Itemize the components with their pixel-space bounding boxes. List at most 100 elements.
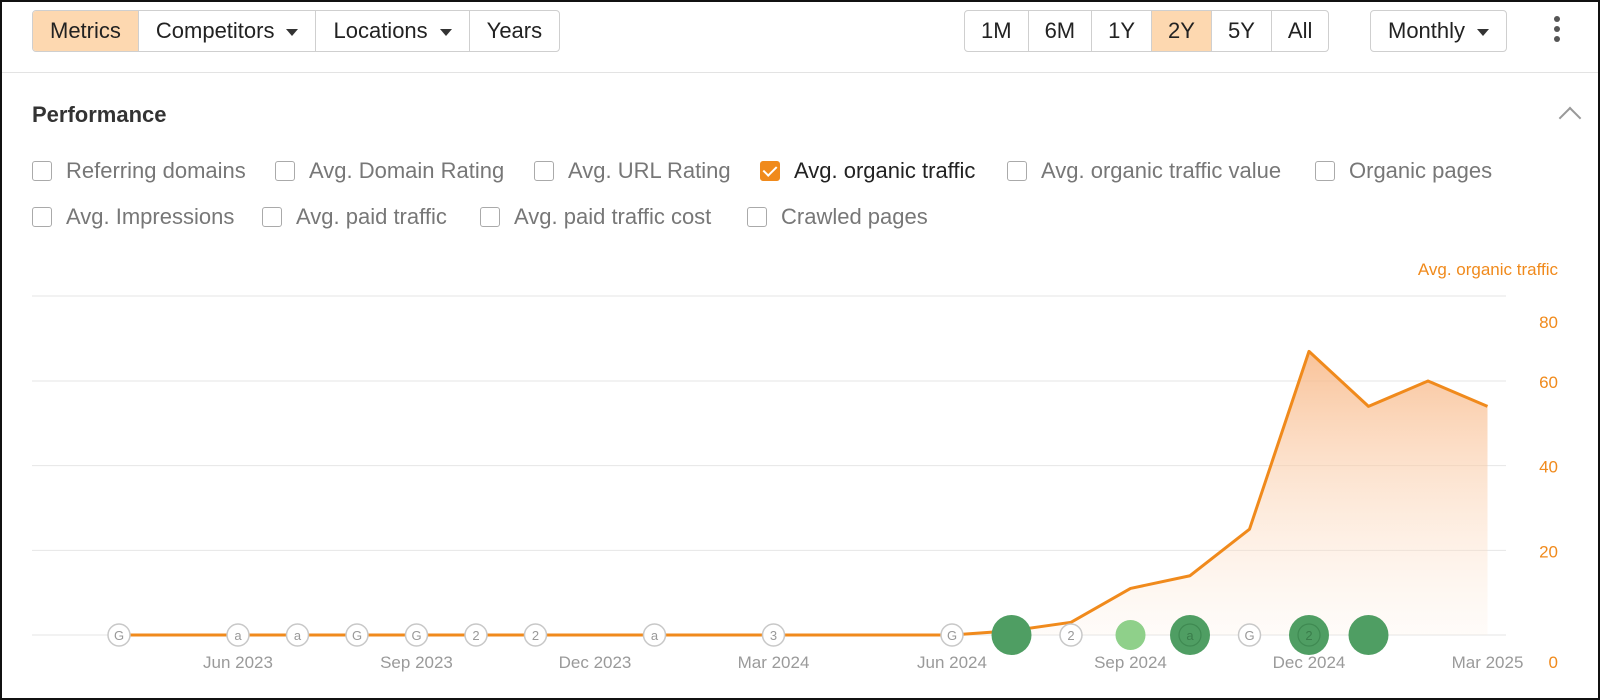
checkbox-icon[interactable] xyxy=(480,207,500,227)
checkbox-icon[interactable] xyxy=(32,207,52,227)
metrics-label: Metrics xyxy=(50,18,121,43)
section-title: Performance xyxy=(32,102,167,127)
event-marker xyxy=(1178,623,1202,647)
interval-group: Monthly xyxy=(1370,10,1508,52)
range-all-button[interactable]: All xyxy=(1270,11,1328,51)
event-marker-label: a xyxy=(234,628,242,643)
event-marker-label: G xyxy=(411,628,421,643)
update-dot xyxy=(991,615,1032,655)
metric-label: Avg. paid traffic cost xyxy=(514,204,712,229)
event-marker xyxy=(523,623,548,647)
y-tick-label: 80 xyxy=(1539,313,1558,332)
update-dot xyxy=(1289,615,1329,655)
event-marker-label: G xyxy=(114,628,124,643)
event-marker-label: 2 xyxy=(1305,628,1312,643)
event-marker-label: a xyxy=(651,628,659,643)
metric-avg-organic-traffic-value-checkbox[interactable]: Avg. organic traffic value xyxy=(1007,158,1281,184)
metric-label: Avg. organic traffic value xyxy=(1041,158,1282,183)
interval-label: Monthly xyxy=(1388,18,1466,43)
metric-crawled-pages-checkbox[interactable]: Crawled pages xyxy=(747,204,928,230)
event-marker xyxy=(107,623,131,647)
metric-avg-paid-traffic-cost-checkbox[interactable]: Avg. paid traffic cost xyxy=(480,204,711,230)
y-tick-label: 40 xyxy=(1539,458,1558,477)
event-marker-label: 2 xyxy=(472,628,479,643)
traffic-area xyxy=(119,351,1488,635)
metric-label: Avg. URL Rating xyxy=(568,158,731,183)
metric-referring-domains-checkbox[interactable]: Referring domains xyxy=(32,158,246,184)
metrics-button[interactable]: Metrics xyxy=(33,11,138,51)
metric-avg-impressions-checkbox[interactable]: Avg. Impressions xyxy=(32,204,234,230)
metric-label: Avg. Impressions xyxy=(66,204,235,229)
range-6m-button[interactable]: 6M xyxy=(1027,11,1092,51)
x-tick-label: Dec 2023 xyxy=(559,653,632,672)
checkbox-icon[interactable] xyxy=(275,161,295,181)
checkbox-icon[interactable] xyxy=(747,207,767,227)
update-dot xyxy=(1115,620,1146,650)
y-axis-title: Avg. organic traffic xyxy=(1417,260,1558,279)
event-marker xyxy=(404,623,429,647)
checkbox-icon[interactable] xyxy=(1315,161,1335,181)
event-marker xyxy=(226,623,250,647)
event-marker xyxy=(940,623,964,647)
update-dot xyxy=(1170,615,1210,655)
date-range-group: 1M 6M 1Y 2Y 5Y All xyxy=(964,10,1330,52)
y-tick-label: 0 xyxy=(1549,653,1558,672)
checkbox-icon[interactable] xyxy=(1007,161,1027,181)
event-marker xyxy=(1237,623,1262,647)
event-marker xyxy=(761,623,786,647)
metric-label: Avg. paid traffic xyxy=(296,204,447,229)
checkbox-icon[interactable] xyxy=(32,161,52,181)
metric-avg-organic-traffic-checkbox[interactable]: Avg. organic traffic xyxy=(760,158,975,184)
interval-dropdown[interactable]: Monthly xyxy=(1371,11,1506,51)
competitors-button[interactable]: Competitors xyxy=(137,11,316,51)
x-tick-label: Jun 2023 xyxy=(203,653,273,672)
locations-label: Locations xyxy=(333,18,428,43)
event-marker-label: a xyxy=(1186,628,1194,643)
metric-label: Referring domains xyxy=(66,158,246,183)
checkbox-icon[interactable] xyxy=(262,207,282,227)
metric-label: Avg. organic traffic xyxy=(794,158,976,183)
view-filter-group: Metrics Competitors Locations Years xyxy=(32,10,561,52)
event-marker-label: G xyxy=(352,628,362,643)
years-label: Years xyxy=(486,18,543,43)
event-marker-label: 3 xyxy=(770,628,777,643)
checkbox-checked-icon[interactable] xyxy=(760,161,780,181)
event-marker xyxy=(285,623,310,647)
metric-label: Avg. Domain Rating xyxy=(309,158,505,183)
chevron-down-icon xyxy=(1477,29,1490,36)
metric-label: Crawled pages xyxy=(781,204,928,229)
event-marker-label: G xyxy=(947,628,957,643)
event-marker-label: a xyxy=(294,628,302,643)
x-tick-label: Sep 2023 xyxy=(380,653,453,672)
event-marker xyxy=(642,623,667,647)
chevron-down-icon xyxy=(286,29,299,36)
y-tick-label: 60 xyxy=(1539,373,1558,392)
event-marker-label: 2 xyxy=(532,628,539,643)
x-tick-label: Sep 2024 xyxy=(1094,653,1167,672)
competitors-label: Competitors xyxy=(155,18,275,43)
y-tick-label: 20 xyxy=(1539,542,1558,561)
locations-button[interactable]: Locations xyxy=(315,11,468,51)
event-marker-label: G xyxy=(1244,628,1254,643)
event-marker xyxy=(345,623,369,647)
x-tick-label: Mar 2025 xyxy=(1452,653,1524,672)
x-tick-label: Jun 2024 xyxy=(917,653,987,672)
metric-avg-paid-traffic-checkbox[interactable]: Avg. paid traffic xyxy=(262,204,447,230)
range-5y-button[interactable]: 5Y xyxy=(1210,11,1271,51)
range-1m-button[interactable]: 1M xyxy=(981,18,1012,43)
range-2y-button[interactable]: 2Y xyxy=(1151,11,1211,51)
chevron-down-icon xyxy=(439,29,452,36)
checkbox-icon[interactable] xyxy=(534,161,554,181)
x-tick-label: Mar 2024 xyxy=(738,653,810,672)
metric-organic-pages-checkbox[interactable]: Organic pages xyxy=(1315,158,1492,184)
event-marker xyxy=(1059,623,1083,647)
x-tick-label: Dec 2024 xyxy=(1273,653,1346,672)
more-options-icon[interactable] xyxy=(1552,16,1562,46)
metric-avg-url-rating-checkbox[interactable]: Avg. URL Rating xyxy=(534,158,731,184)
years-button[interactable]: Years xyxy=(468,11,559,51)
metric-avg-domain-rating-checkbox[interactable]: Avg. Domain Rating xyxy=(275,158,504,184)
event-marker-label: 2 xyxy=(1067,628,1074,643)
range-1y-button[interactable]: 1Y xyxy=(1091,11,1151,51)
